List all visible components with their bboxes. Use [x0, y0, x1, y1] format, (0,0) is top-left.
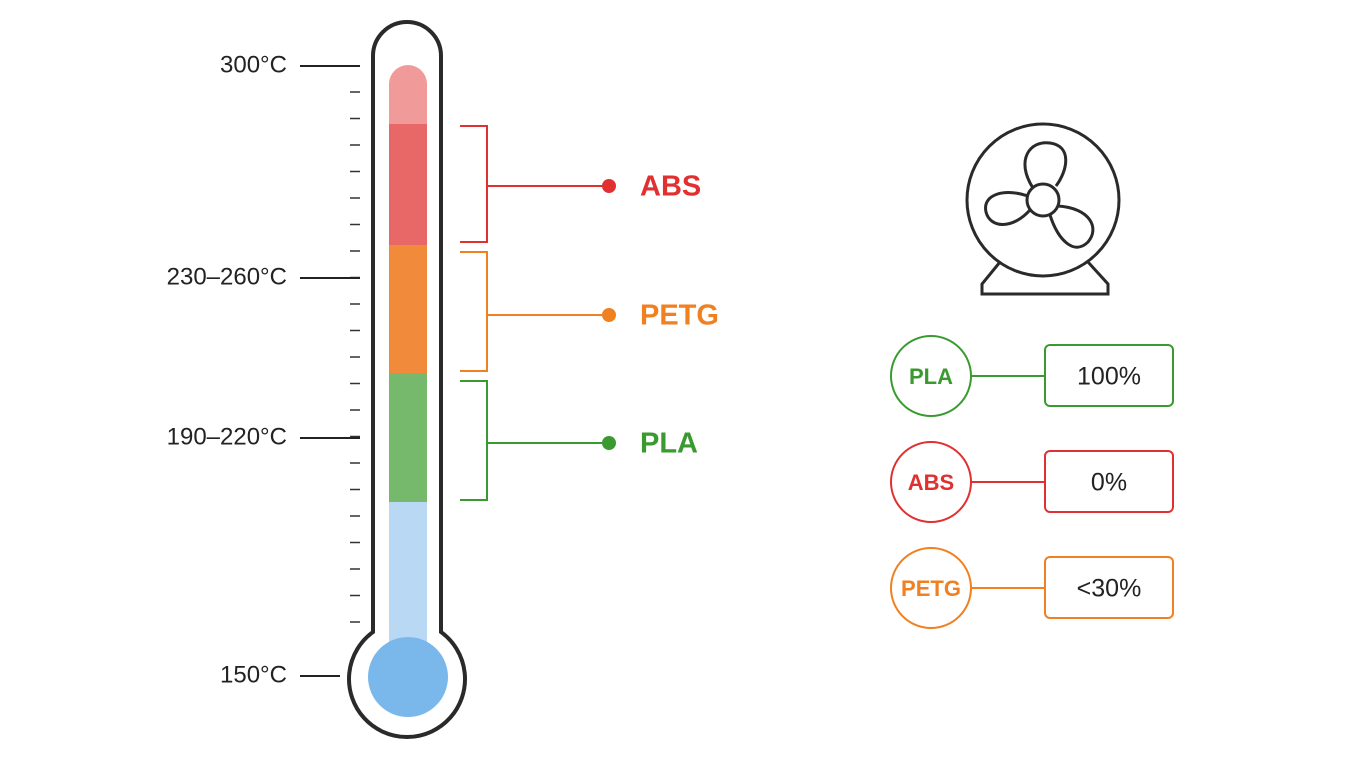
temp-label: 300°C: [220, 51, 287, 78]
fan-setting: ABS 0%: [890, 441, 1174, 523]
zone-high: [389, 65, 427, 124]
bracket-abs: [460, 125, 609, 243]
tick-group: [350, 91, 360, 623]
zone-pla: [389, 373, 427, 502]
material-label: PETG: [640, 300, 719, 332]
dot: [602, 179, 616, 193]
fan-setting: PETG <30%: [890, 547, 1174, 629]
dot: [602, 308, 616, 322]
bracket-petg: [460, 251, 609, 372]
fan-setting: PLA 100%: [890, 335, 1174, 417]
fan-speed: 100%: [1077, 363, 1141, 391]
temp-label: 230–260°C: [167, 263, 287, 290]
fan-material: ABS: [908, 470, 954, 495]
thermometer: [347, 20, 467, 739]
fan-material: PETG: [901, 576, 961, 601]
brackets: [460, 125, 609, 501]
material-label: ABS: [640, 171, 701, 203]
fan-speed: <30%: [1077, 575, 1142, 603]
zone-petg: [389, 245, 427, 373]
zone-low: [389, 502, 427, 652]
temp-label: 190–220°C: [167, 423, 287, 450]
dot: [602, 436, 616, 450]
fan-speed: 0%: [1091, 469, 1127, 497]
bracket-pla: [460, 380, 609, 501]
temp-label: 150°C: [220, 661, 287, 688]
zone-abs: [389, 124, 427, 245]
bulb: [368, 637, 448, 717]
fan-icon: [965, 122, 1121, 296]
material-label: PLA: [640, 428, 698, 460]
fan-material: PLA: [909, 364, 953, 389]
